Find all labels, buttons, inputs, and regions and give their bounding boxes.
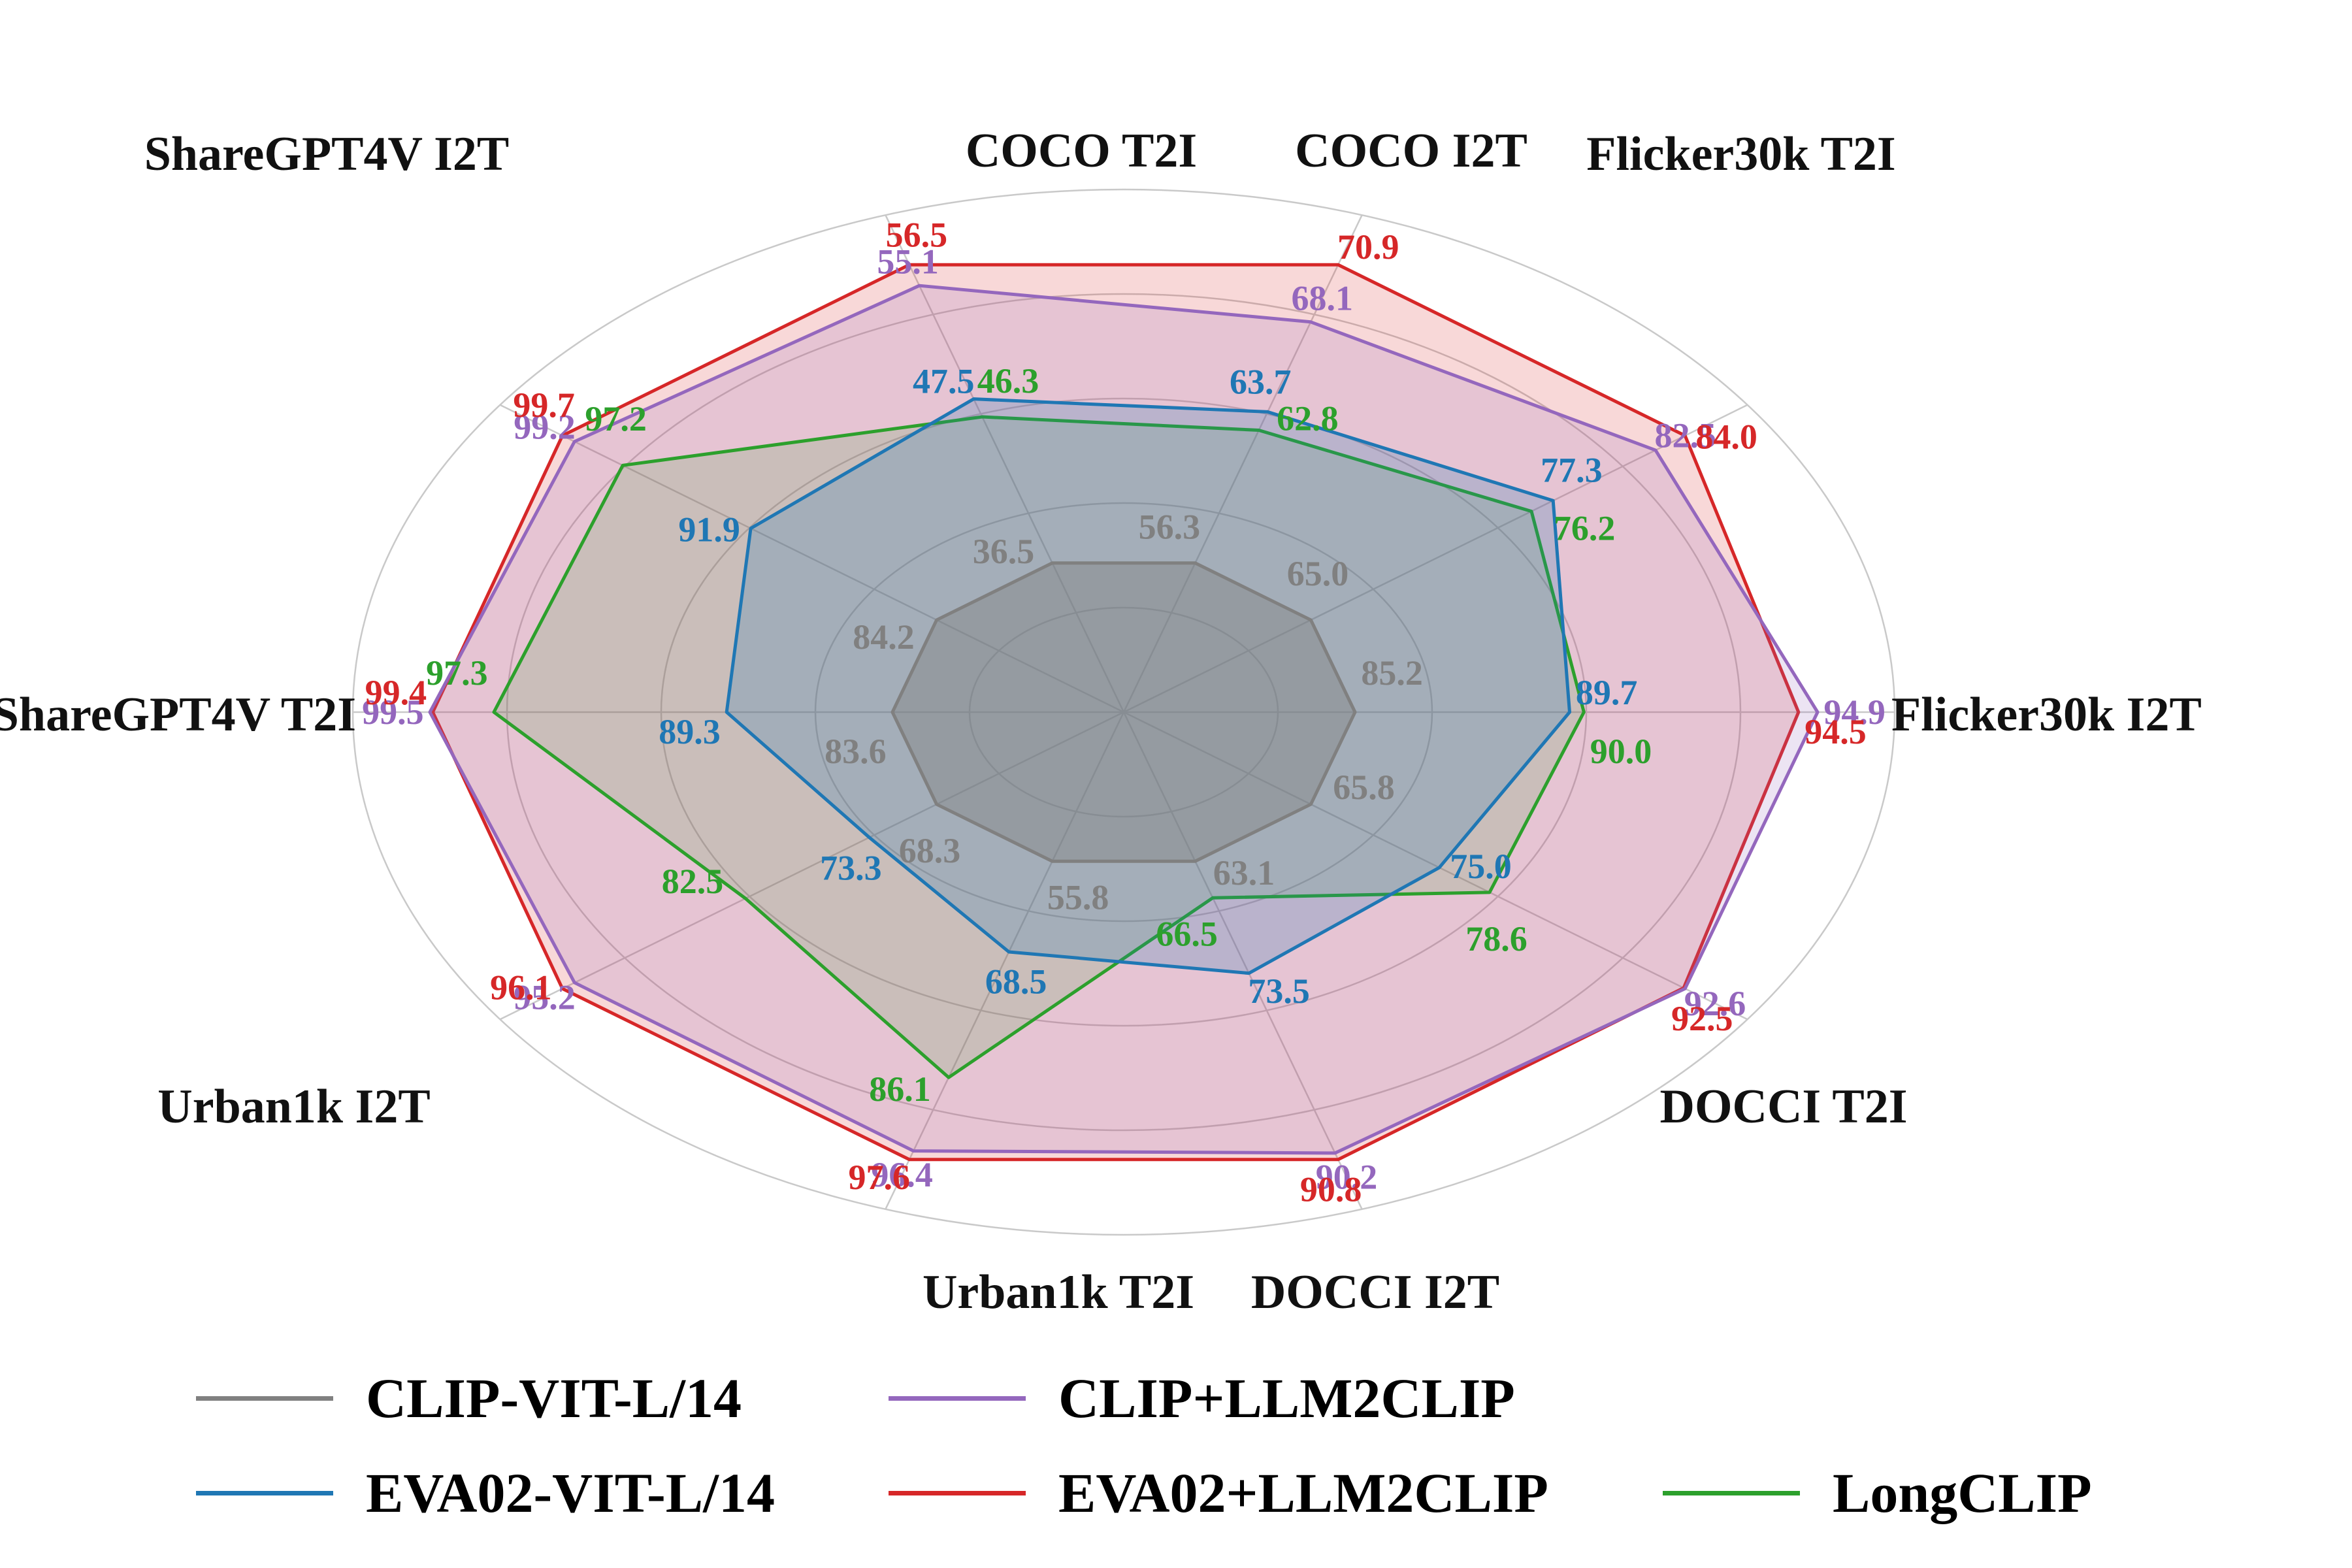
axis-spoke (1122, 711, 1363, 1210)
legend-line-eva02-llm2clip (889, 1490, 1026, 1495)
legend-item-clip-vit-l14: CLIP-VIT-L/14 (196, 1359, 742, 1437)
legend-line-clip-llm2clip (889, 1396, 1026, 1401)
value-label: 84.2 (853, 617, 915, 657)
legend-line-eva02-vit-l14 (196, 1490, 333, 1495)
axis-title-docci-t2i: DOCCI T2I (1660, 1080, 1908, 1134)
value-label: 76.2 (1554, 509, 1616, 548)
legend-item-eva02-vit-l14: EVA02-VIT-L/14 (196, 1454, 775, 1532)
legend-line-clip-vit-l14 (196, 1396, 333, 1401)
axis-title-docci-i2t: DOCCI I2T (1251, 1266, 1499, 1319)
axis-title-sharegpt4v-i2t: ShareGPT4V I2T (144, 127, 510, 181)
value-label: 92.6 (1684, 984, 1746, 1023)
value-label: 66.5 (1156, 914, 1218, 953)
axis-spoke (1123, 404, 1748, 713)
value-label: 65.8 (1333, 768, 1395, 807)
value-label: 68.3 (899, 831, 961, 870)
legend-line-longclip (1663, 1490, 1800, 1495)
series-polygon-CLIP+LLM2CLIP (428, 284, 1820, 1155)
value-label: 83.6 (825, 732, 887, 771)
axis-spoke (499, 711, 1124, 1021)
value-label: 75.0 (1450, 847, 1512, 886)
axis-spoke (885, 711, 1125, 1210)
value-label: 99.5 (362, 693, 424, 732)
legend-label-eva02-llm2clip: EVA02+LLM2CLIP (1058, 1462, 1548, 1524)
legend-item-clip-llm2clip: CLIP+LLM2CLIP (889, 1359, 1515, 1437)
value-label: 97.3 (426, 653, 488, 693)
legend-item-longclip: LongCLIP (1663, 1454, 2092, 1532)
value-label: 70.9 (1337, 227, 1399, 267)
axis-title-flicker30k-i2t: Flicker30k I2T (1891, 688, 2202, 742)
value-label: 94.5 (1805, 712, 1867, 751)
legend-label-longclip: LongCLIP (1833, 1462, 2092, 1524)
value-label: 56.5 (886, 215, 948, 254)
value-label: 97.6 (849, 1158, 911, 1197)
series-polygon-EVA02-VIT-L/14 (725, 397, 1571, 975)
axis-spoke (1123, 711, 1748, 1021)
axis-title-urban1k-t2i: Urban1k T2I (923, 1266, 1194, 1319)
value-label: 91.9 (678, 510, 740, 549)
axis-title-urban1k-i2t: Urban1k I2T (157, 1080, 430, 1134)
axis-title-coco-t2i: COCO T2I (966, 124, 1197, 178)
value-label: 94.9 (1823, 693, 1886, 732)
legend-label-clip-vit-l14: CLIP-VIT-L/14 (366, 1367, 742, 1429)
value-label: 90.0 (1590, 732, 1652, 771)
value-label: 96.4 (871, 1155, 933, 1194)
value-label: 55.8 (1047, 877, 1109, 917)
value-label: 90.8 (1300, 1170, 1362, 1209)
axis-title-flicker30k-t2i: Flicker30k T2I (1586, 127, 1895, 181)
value-label: 77.3 (1541, 450, 1603, 489)
value-label: 68.5 (985, 962, 1047, 1002)
value-label: 65.0 (1287, 554, 1349, 593)
value-label: 95.2 (514, 978, 576, 1017)
value-label: 63.1 (1213, 853, 1275, 892)
value-label: 86.1 (869, 1070, 931, 1109)
value-label: 78.6 (1465, 919, 1527, 958)
legend-label-eva02-vit-l14: EVA02-VIT-L/14 (366, 1462, 776, 1524)
value-label: 36.5 (973, 532, 1035, 571)
value-label: 85.2 (1361, 653, 1423, 693)
legend-label-clip-llm2clip: CLIP+LLM2CLIP (1058, 1367, 1515, 1429)
value-label: 56.3 (1139, 508, 1201, 547)
value-label: 55.1 (877, 242, 939, 282)
series-polygon-CLIP-VIT-L/14 (890, 561, 1357, 863)
value-label: 63.7 (1230, 363, 1292, 402)
axis-spoke (885, 214, 1125, 713)
value-label: 84.0 (1695, 417, 1757, 456)
value-label: 68.1 (1291, 278, 1353, 318)
value-label: 73.5 (1248, 972, 1310, 1011)
value-label: 92.5 (1671, 999, 1733, 1038)
value-label: 90.2 (1316, 1157, 1378, 1196)
value-label: 96.1 (490, 968, 552, 1007)
axis-title-sharegpt4v-t2i: ShareGPT4V T2I (0, 688, 356, 742)
value-label: 82.5 (662, 862, 724, 901)
value-label: 82.5 (1655, 416, 1717, 455)
value-label: 89.3 (659, 712, 721, 751)
legend-item-eva02-llm2clip: EVA02+LLM2CLIP (889, 1454, 1548, 1532)
value-label: 89.7 (1576, 673, 1638, 712)
value-label: 99.2 (514, 407, 576, 446)
value-label: 47.5 (913, 361, 975, 400)
value-label: 46.3 (977, 361, 1039, 400)
value-label: 99.4 (365, 673, 427, 712)
radar-chart: 36.5 56.3 65.0 85.2 65.8 63.1 55.8 68.3 83.6 84.2… (0, 124, 2202, 1319)
value-label: 73.3 (820, 849, 882, 888)
value-label: 97.2 (585, 399, 647, 438)
series-polygon-LongCLIP (492, 415, 1586, 1079)
axis-spoke (499, 404, 1124, 713)
value-label: 99.7 (513, 385, 575, 425)
value-label: 62.8 (1277, 399, 1339, 438)
axis-spoke (1122, 214, 1363, 713)
axis-title-coco-i2t: COCO I2T (1295, 124, 1527, 178)
